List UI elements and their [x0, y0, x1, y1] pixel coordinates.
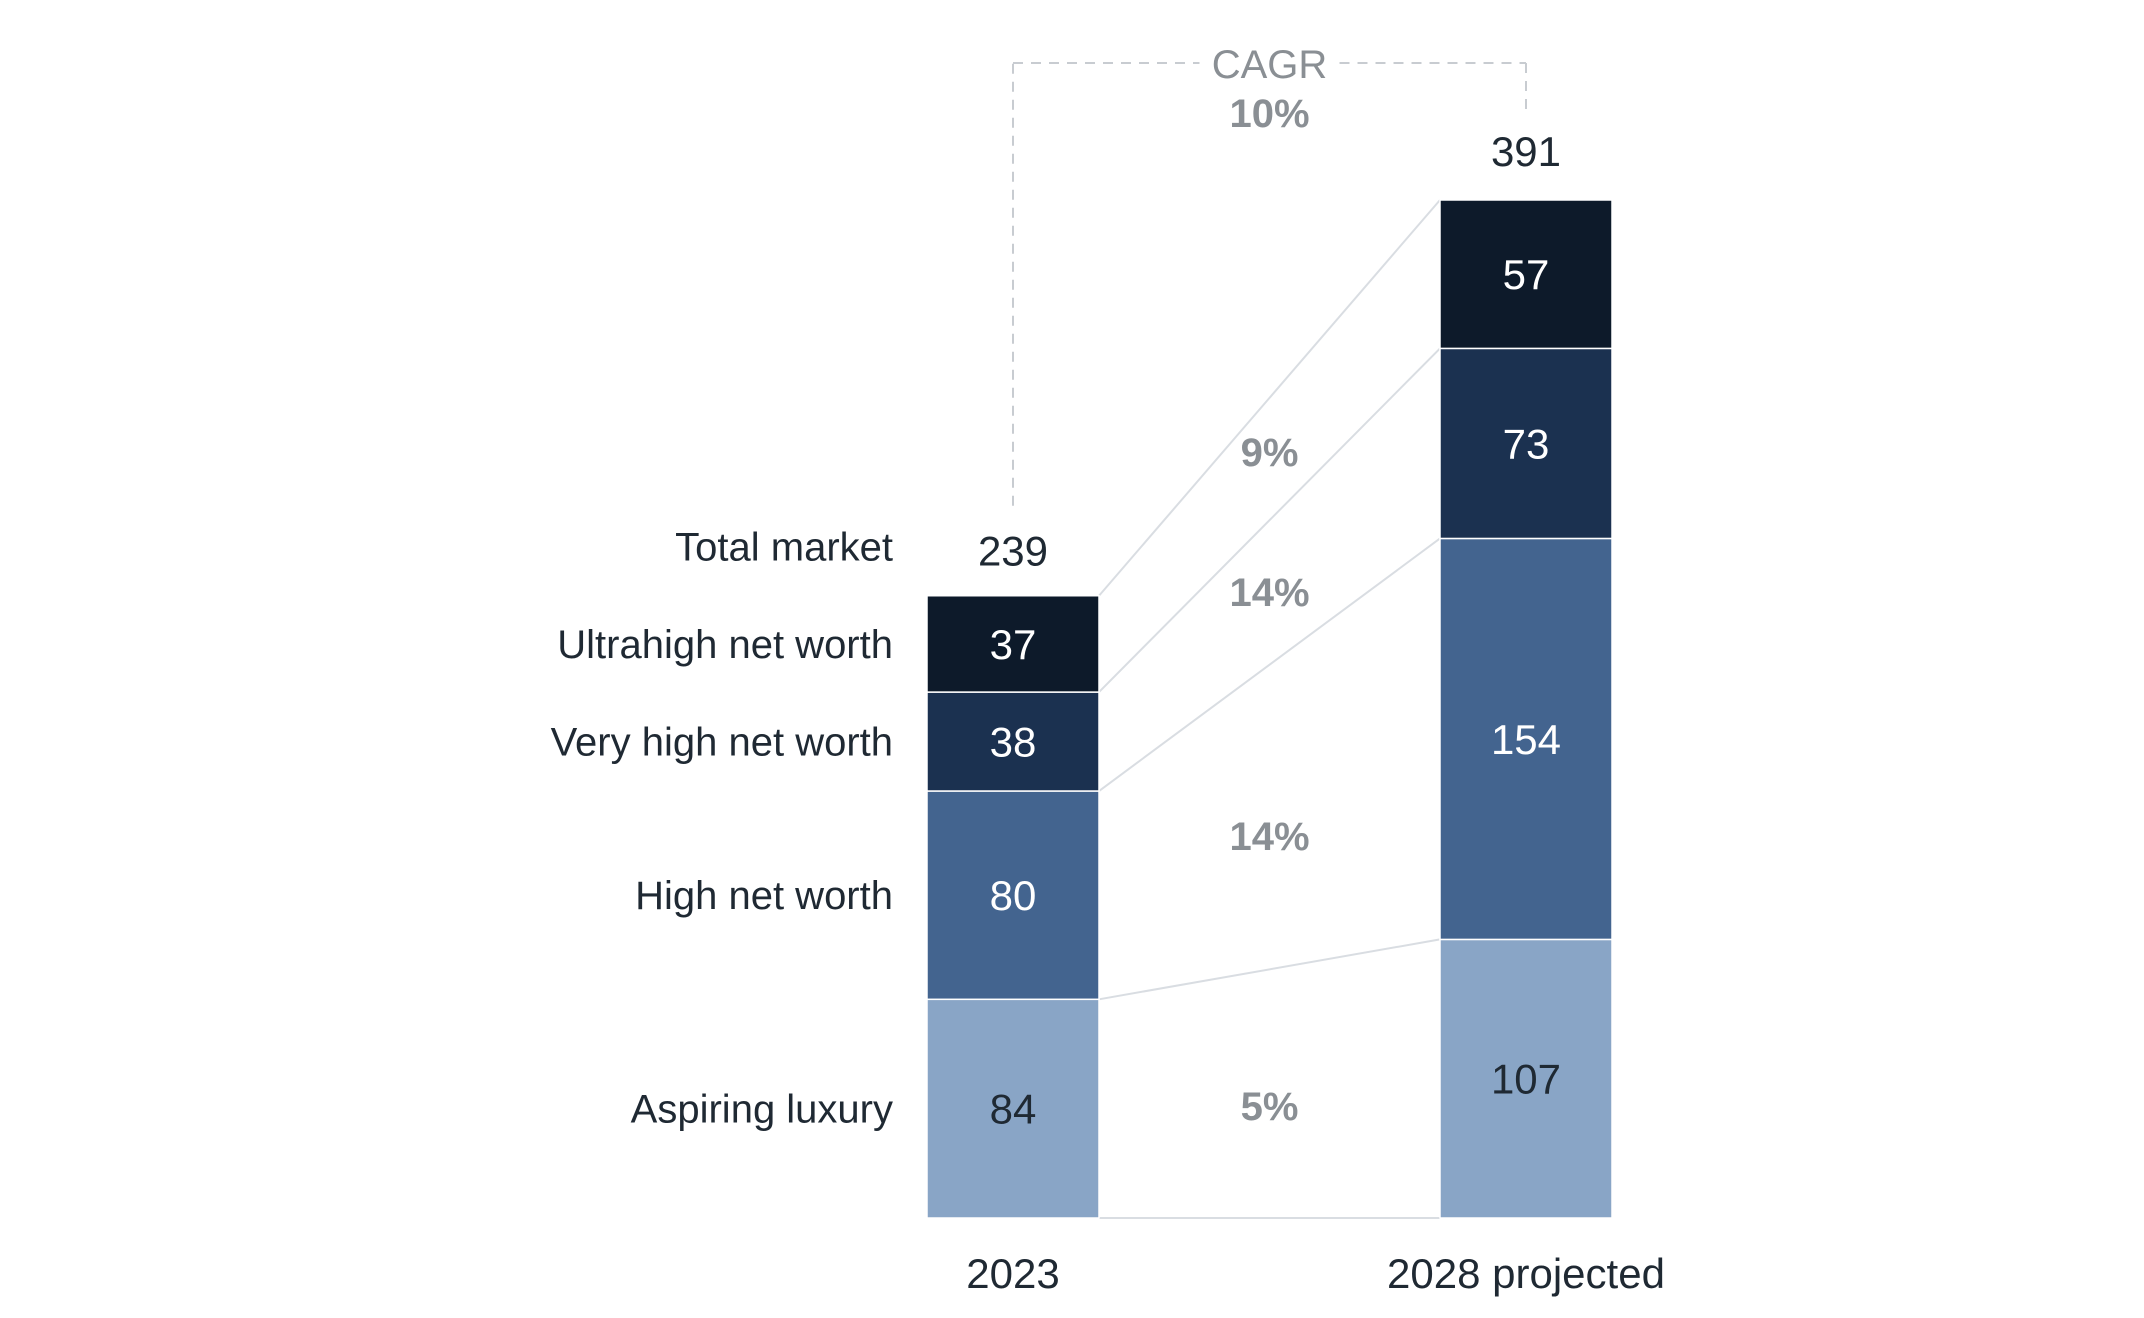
chart-labels: 84 80 38 37 107 154 73 57 Aspiring luxury High ne…: [551, 43, 1665, 1297]
cagr-total-value: 10%: [1229, 92, 1309, 136]
bar-segment-high-net-worth-2028-projected: [1439, 537, 1613, 941]
data-label-very-high-net-worth-2023: 38: [990, 719, 1037, 766]
bar-segment-high-net-worth-2023: [926, 790, 1100, 1001]
total-value-2023: 239: [978, 528, 1048, 575]
data-label-high-net-worth-2028-projected: 154: [1491, 716, 1561, 763]
cagr-title: CAGR: [1212, 43, 1328, 87]
x-tick-label-2028-projected: 2028 projected: [1387, 1250, 1665, 1297]
series-label-aspiring-luxury: Aspiring luxury: [631, 1088, 893, 1132]
series-label-very-high-net-worth: Very high net worth: [551, 721, 893, 765]
series-label-high-net-worth: High net worth: [635, 874, 893, 918]
connector-ultrahigh-net-worth: [1098, 199, 1441, 597]
connector-high-net-worth: [1098, 537, 1441, 792]
stacked-bars: [926, 199, 1613, 1219]
connector-aspiring-luxury: [1098, 938, 1441, 1001]
connector-lines: [1012, 62, 1527, 1219]
bar-segment-very-high-net-worth-2028-projected: [1439, 347, 1613, 540]
x-tick-label-2023: 2023: [966, 1250, 1059, 1297]
cagr-high-net-worth: 14%: [1229, 815, 1309, 859]
data-label-very-high-net-worth-2028-projected: 73: [1503, 420, 1550, 467]
total-market-label: Total market: [675, 526, 893, 570]
connector-very-high-net-worth: [1098, 347, 1441, 693]
data-label-ultrahigh-net-worth-2023: 37: [990, 621, 1037, 668]
cagr-aspiring-luxury: 5%: [1241, 1085, 1299, 1129]
cagr-very-high-net-worth: 14%: [1229, 571, 1309, 615]
data-label-high-net-worth-2023: 80: [990, 872, 1037, 919]
bar-segment-aspiring-luxury-2023: [926, 998, 1100, 1219]
data-label-ultrahigh-net-worth-2028-projected: 57: [1503, 251, 1550, 298]
total-value-2028: 391: [1491, 128, 1561, 175]
bar-segment-ultrahigh-net-worth-2028-projected: [1439, 199, 1613, 350]
series-label-ultrahigh-net-worth: Ultrahigh net worth: [557, 623, 893, 667]
bar-segment-ultrahigh-net-worth-2023: [926, 594, 1100, 693]
cagr-ultrahigh-net-worth: 9%: [1241, 431, 1299, 475]
data-label-aspiring-luxury-2023: 84: [990, 1086, 1037, 1133]
data-label-aspiring-luxury-2028-projected: 107: [1491, 1056, 1561, 1103]
